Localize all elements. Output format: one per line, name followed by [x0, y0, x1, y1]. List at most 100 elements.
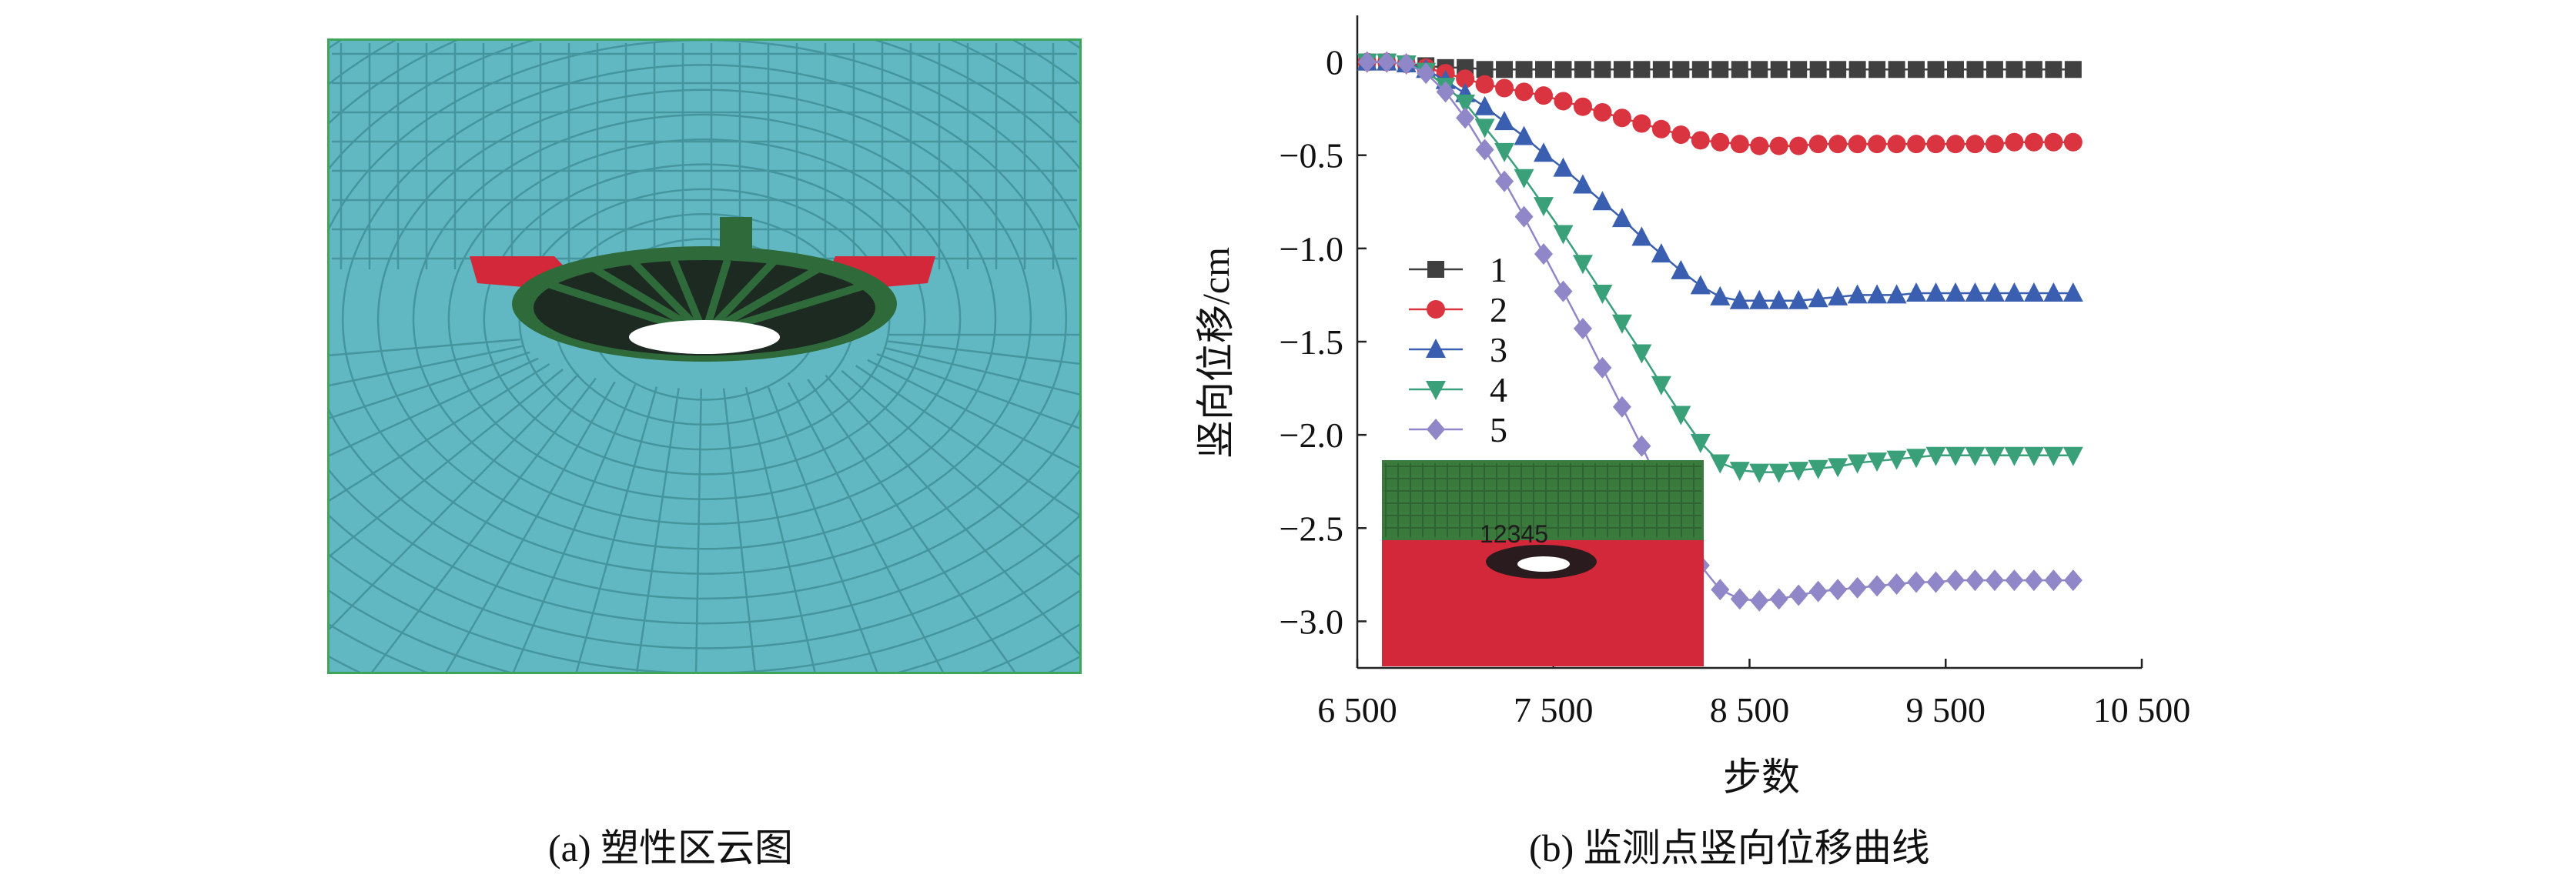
- inset-model: 12345: [1382, 460, 1704, 666]
- x-axis-label: 步数: [1723, 756, 1800, 799]
- data-point: [1534, 86, 1554, 105]
- data-point: [2064, 61, 2082, 78]
- data-point: [1691, 61, 1709, 78]
- x-tick-label: 7 500: [1514, 690, 1594, 729]
- data-point: [1691, 131, 1710, 150]
- data-point: [1631, 226, 1652, 246]
- data-point: [1574, 61, 1591, 78]
- caption-a: (a) 塑性区云图: [548, 826, 793, 870]
- data-point: [1436, 81, 1455, 103]
- data-point: [1945, 446, 1965, 466]
- x-tick-label: 9 500: [1906, 690, 1986, 729]
- data-point: [1986, 61, 2003, 78]
- data-point: [1908, 61, 1925, 78]
- data-point: [2063, 132, 2083, 152]
- legend-label: 1: [1490, 250, 1507, 289]
- data-point: [1553, 225, 1574, 245]
- data-point: [1417, 62, 1436, 85]
- data-point: [1808, 135, 1828, 154]
- data-point: [1611, 208, 1632, 228]
- data-point: [1888, 61, 1905, 78]
- data-point: [1828, 285, 1848, 305]
- data-point: [1611, 314, 1632, 334]
- mesh-ring: [447, 139, 962, 500]
- legend-label: 2: [1490, 290, 1507, 329]
- plastic-zone-plot: [0, 0, 1420, 873]
- data-point: [1495, 78, 1514, 98]
- data-point: [2043, 446, 2064, 466]
- data-point: [1496, 61, 1514, 78]
- data-point: [1965, 446, 1986, 466]
- legend-label: 4: [1490, 370, 1507, 409]
- data-point: [1594, 61, 1611, 78]
- data-point: [2063, 569, 2083, 592]
- data-point: [1925, 282, 1946, 302]
- data-point: [1749, 463, 1770, 483]
- caption-b: (b) 监测点竖向位移曲线: [1529, 826, 1930, 870]
- x-tick-label: 10 500: [2093, 690, 2191, 729]
- data-point: [1711, 579, 1730, 601]
- data-point: [1514, 169, 1534, 189]
- data-point: [1534, 197, 1554, 217]
- data-point: [1494, 142, 1515, 162]
- inset-tunnel: [1517, 556, 1570, 572]
- data-point: [1554, 61, 1572, 78]
- legend-label: 3: [1490, 330, 1507, 369]
- data-point: [1906, 282, 1927, 302]
- legend-marker: [1427, 261, 1444, 278]
- data-point: [1788, 462, 1809, 482]
- data-point: [1534, 243, 1554, 265]
- y-axis-label: 竖向位移/cm: [1194, 247, 1237, 459]
- data-point: [1848, 61, 1866, 78]
- y-tick-label: −3.0: [1280, 602, 1343, 641]
- data-point: [1554, 92, 1573, 111]
- data-point: [2043, 282, 2064, 302]
- data-point: [1711, 132, 1730, 152]
- inset-point-labels: 12345: [1480, 520, 1548, 548]
- data-point: [1632, 114, 1651, 133]
- mesh-ring: [412, 113, 997, 526]
- data-point: [2004, 446, 2025, 466]
- data-point: [1867, 284, 1888, 304]
- data-point: [1750, 136, 1769, 155]
- data-point: [1984, 446, 2005, 466]
- data-point: [1945, 569, 1965, 592]
- data-point: [1926, 571, 1945, 593]
- data-point: [1572, 255, 1593, 275]
- data-point: [2005, 569, 2024, 592]
- data-point: [1729, 462, 1750, 482]
- data-point: [1809, 61, 1827, 78]
- data-point: [1729, 289, 1750, 309]
- y-tick-label: 0: [1326, 43, 1343, 82]
- data-point: [1475, 139, 1494, 161]
- data-point: [1828, 579, 1848, 601]
- data-point: [1455, 94, 1476, 114]
- data-point: [1886, 284, 1907, 304]
- plastic-zone-svg: [0, 0, 1420, 873]
- data-point: [1788, 289, 1809, 309]
- data-point: [1828, 135, 1848, 154]
- data-point: [1690, 433, 1711, 453]
- data-point: [1887, 135, 1906, 154]
- data-point: [1808, 288, 1828, 308]
- mesh-ring: [483, 163, 926, 476]
- data-point: [1710, 454, 1731, 474]
- data-point: [1514, 205, 1534, 228]
- data-point: [1769, 136, 1788, 155]
- data-point: [1475, 75, 1494, 94]
- data-point: [1927, 61, 1945, 78]
- data-point: [1514, 125, 1534, 145]
- x-tick-label: 8 500: [1710, 690, 1790, 729]
- data-point: [1651, 376, 1671, 396]
- data-point: [1357, 51, 1377, 73]
- data-point: [1554, 280, 1573, 302]
- data-point: [1515, 61, 1533, 78]
- data-point: [1808, 459, 1828, 479]
- data-point: [1711, 61, 1729, 78]
- legend-marker: [1427, 419, 1445, 440]
- data-point: [1397, 52, 1416, 75]
- series-3: [1357, 51, 2083, 309]
- data-point: [1495, 170, 1514, 192]
- data-point: [1730, 135, 1749, 154]
- data-point: [1731, 61, 1748, 78]
